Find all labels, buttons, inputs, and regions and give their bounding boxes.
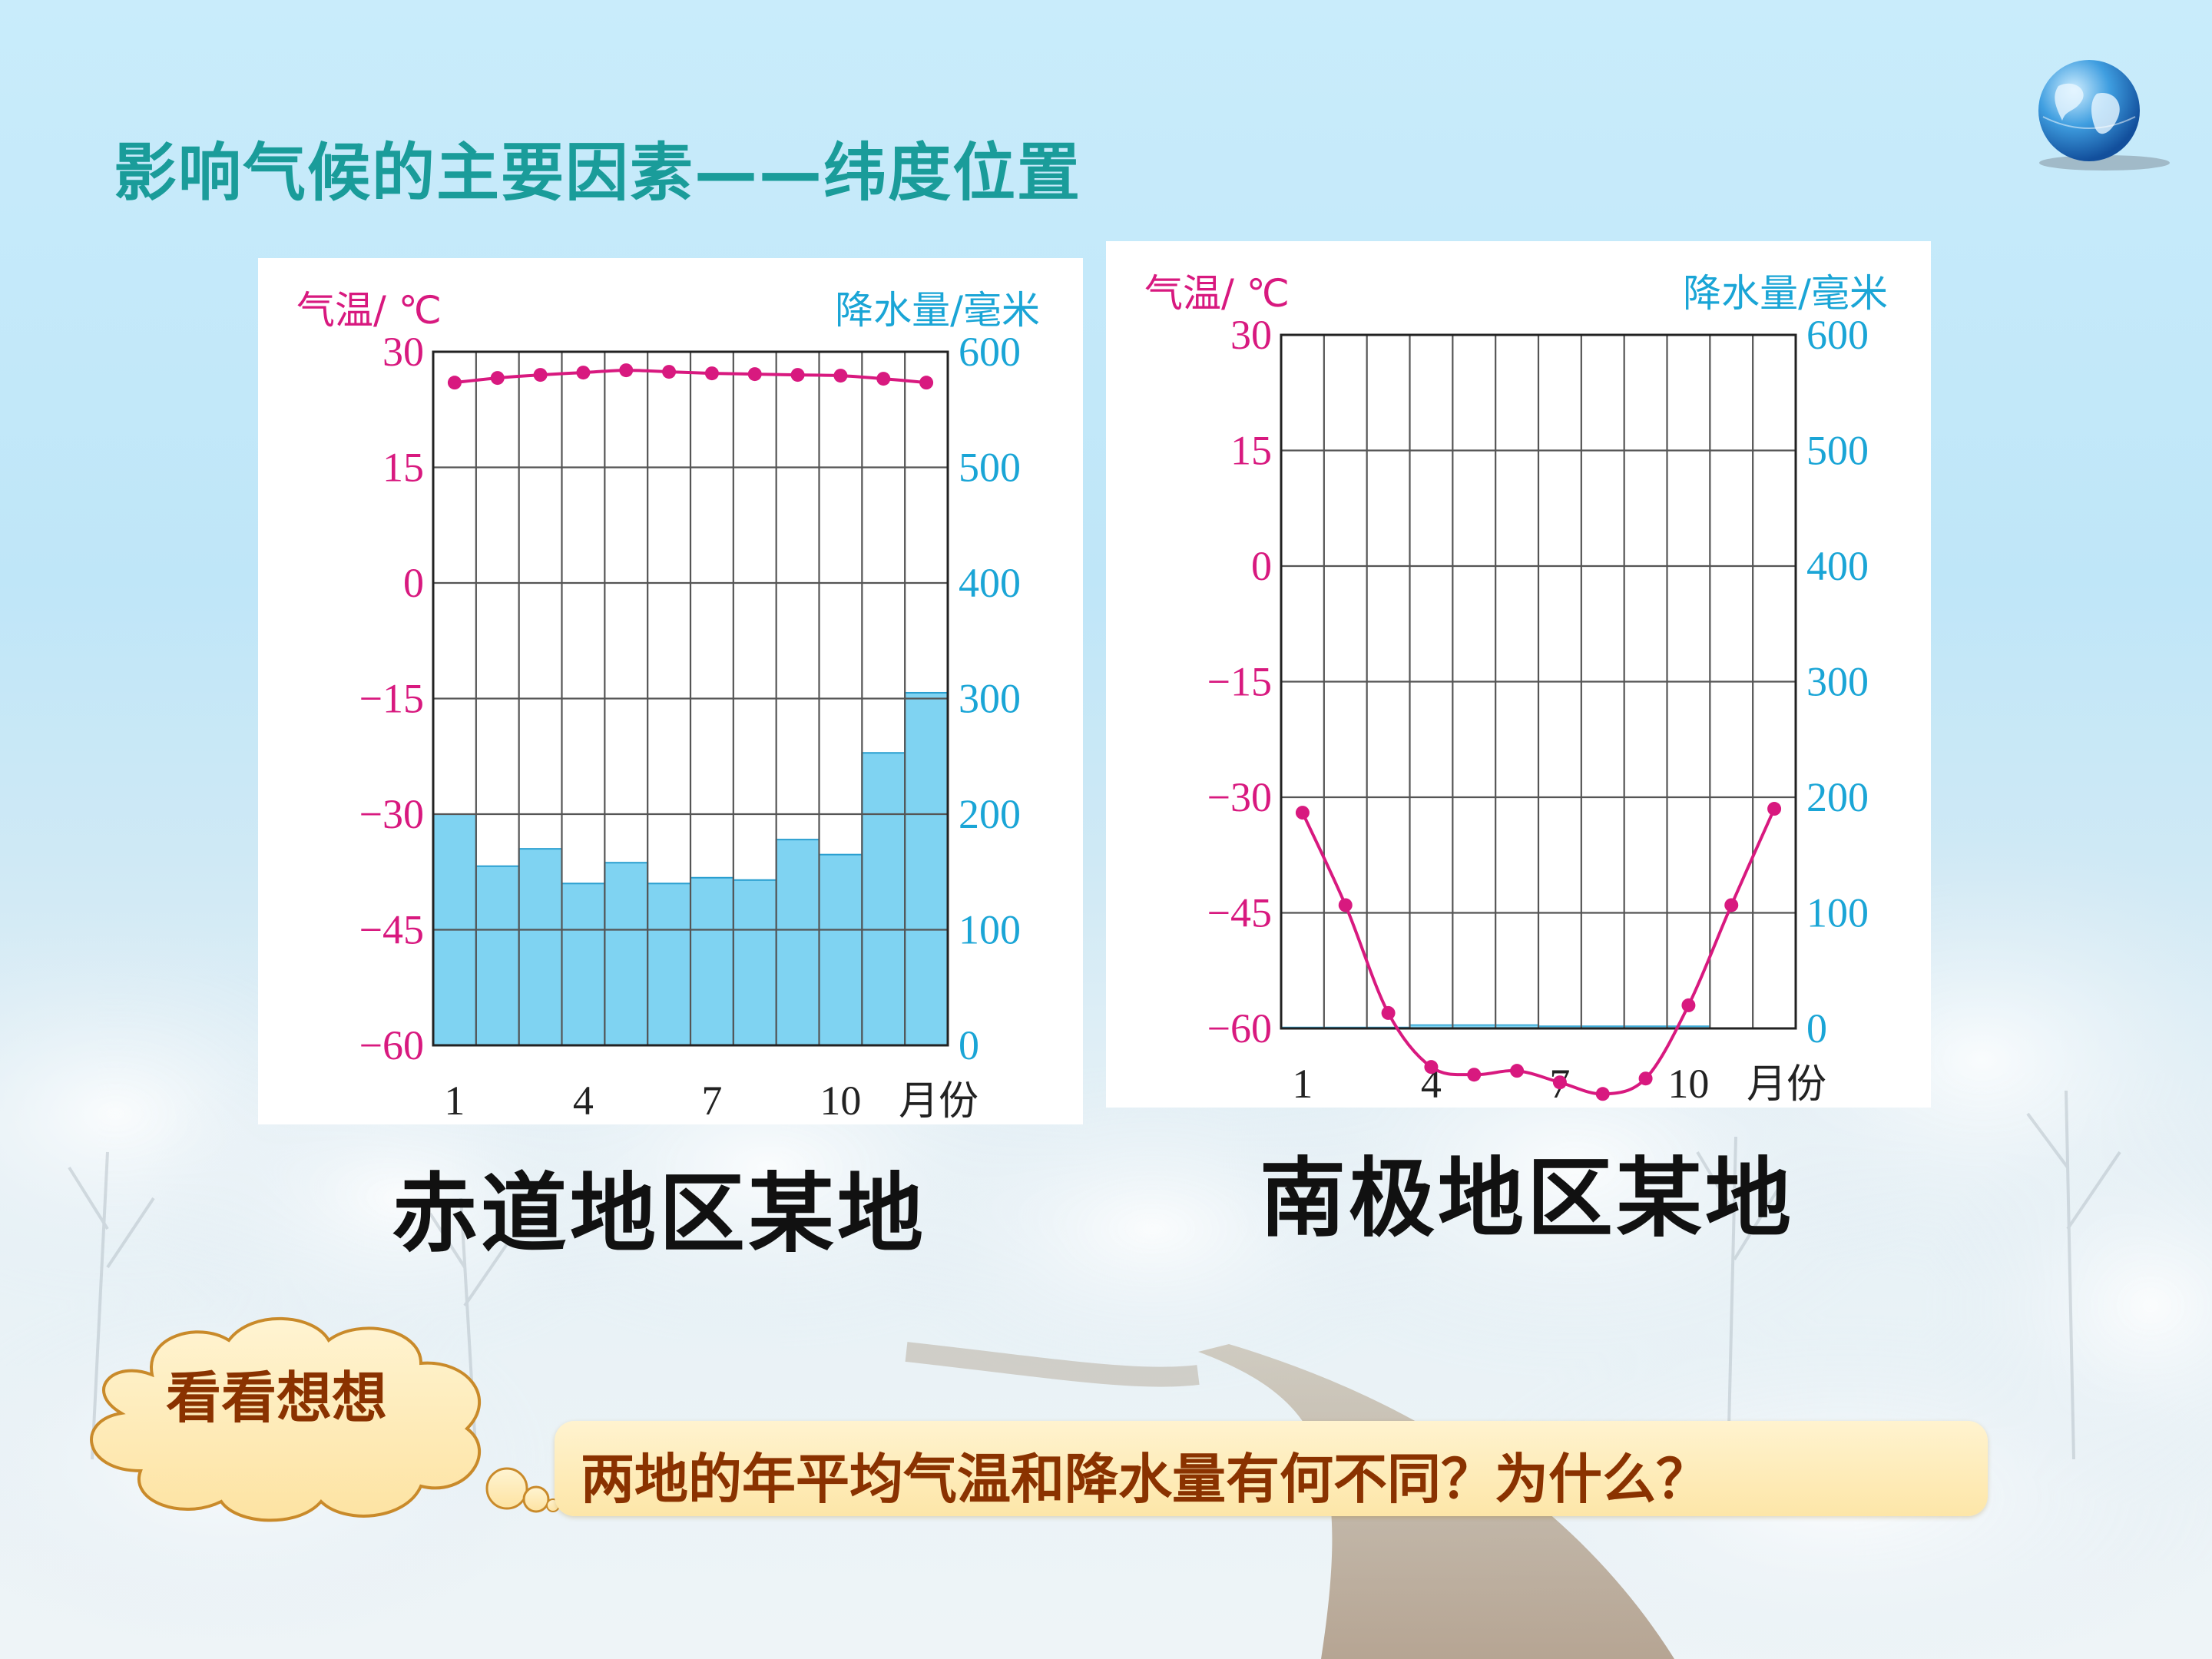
temperature-tick-label: −60 (1207, 1005, 1272, 1051)
temperature-tick-label: 0 (1251, 543, 1272, 589)
equator-caption: 赤道地区某地 (392, 1164, 926, 1264)
temperature-point (619, 363, 634, 378)
temperature-point (1510, 1064, 1525, 1078)
temperature-tick-label: −30 (1207, 774, 1272, 820)
temperature-tick-label: 15 (382, 445, 424, 491)
precip-bar (647, 882, 691, 1046)
month-tick-label: 7 (701, 1078, 722, 1124)
equator-climate-chart: 30 15 0 −15 −30 −45 −60 600 500 400 300 200 100 0 气温/ … (258, 258, 1083, 1124)
temperature-point (1638, 1071, 1653, 1086)
month-tick-label: 10 (820, 1078, 861, 1124)
temperature-tick-label: −45 (359, 907, 424, 953)
temperature-point (1681, 998, 1696, 1012)
plot-frame (432, 350, 949, 1047)
month-tick-label: 10 (1667, 1061, 1709, 1107)
temperature-tick-label: 15 (1230, 428, 1272, 474)
plot-frame (1280, 333, 1797, 1030)
month-axis-label: 月份 (899, 1078, 979, 1124)
temperature-line (1301, 808, 1776, 1096)
precipitation-tick-label: 300 (1806, 659, 1869, 705)
question-box: 两地的年平均气温和降水量有何不同？为什么？ (555, 1421, 1988, 1516)
precipitation-tick-label: 500 (959, 445, 1021, 491)
precip-bar (518, 848, 563, 1047)
temperature-tick-label: −30 (359, 791, 424, 837)
temperature-point (1295, 806, 1310, 820)
globe-icon (2038, 60, 2170, 171)
month-tick-label: 1 (1292, 1061, 1313, 1107)
question-text: 两地的年平均气温和降水量有何不同？为什么？ (581, 1448, 1710, 1511)
precipitation-tick-label: 100 (959, 907, 1021, 953)
precip-bar (732, 879, 777, 1046)
temperature-point (1552, 1075, 1567, 1090)
precipitation-tick-label: 500 (1806, 428, 1869, 474)
temperature-point (919, 376, 934, 390)
temperature-point (704, 366, 719, 381)
precipitation-tick-label: 0 (1806, 1005, 1827, 1051)
temperature-tick-label: 0 (403, 560, 424, 606)
temperature-point (447, 376, 462, 390)
temperature-point (1381, 1005, 1396, 1020)
month-axis-label: 月份 (1747, 1061, 1826, 1108)
temperature-point (1767, 802, 1782, 816)
temperature-tick-label: −45 (1207, 890, 1272, 936)
precip-bar (475, 865, 520, 1046)
month-tick-label: 4 (573, 1078, 594, 1124)
temperature-point (1338, 898, 1353, 912)
temperature-point (533, 368, 548, 382)
precipitation-tick-label: 300 (959, 676, 1021, 722)
temperature-point (747, 367, 762, 382)
temperature-point (1467, 1068, 1482, 1082)
precipitation-tick-label: 600 (1806, 312, 1869, 358)
precipitation-tick-label: 200 (1806, 774, 1869, 820)
antarctic-caption: 南极地区某地 (1260, 1149, 1794, 1249)
precipitation-tick-label: 600 (959, 329, 1021, 375)
temperature-axis-label: 气温/ ℃ (296, 288, 442, 333)
precip-bar (904, 691, 949, 1046)
temperature-tick-label: −60 (359, 1022, 424, 1068)
precip-bar (775, 839, 820, 1046)
temperature-point (576, 366, 591, 380)
temperature-tick-label: 30 (1230, 312, 1272, 358)
precipitation-tick-label: 200 (959, 791, 1021, 837)
temperature-point (876, 372, 891, 386)
month-tick-label: 1 (444, 1078, 465, 1124)
temperature-tick-label: 30 (382, 329, 424, 375)
temperature-point (1424, 1060, 1439, 1075)
antarctic-climate-chart: 30 15 0 −15 −30 −45 −60 600 500 400 300 200 100 0 气温/ … (1106, 241, 1931, 1108)
precipitation-tick-label: 100 (1806, 890, 1869, 936)
temperature-point (790, 368, 805, 382)
precipitation-tick-label: 400 (959, 560, 1021, 606)
temperature-point (1724, 898, 1739, 912)
temperature-tick-label: −15 (1207, 659, 1272, 705)
precip-bar (561, 882, 606, 1046)
temperature-tick-label: −15 (359, 676, 424, 722)
precip-bar (818, 853, 863, 1046)
slide-title: 影响气候的主要因素——纬度位置 (114, 137, 1082, 210)
precip-bar (690, 876, 734, 1047)
cloud-label: 看看想想 (165, 1366, 387, 1430)
precipitation-axis-label: 降水量/毫米 (835, 288, 1040, 333)
thought-cloud-icon (90, 1316, 559, 1522)
temperature-point (662, 365, 677, 379)
temperature-point (490, 371, 505, 386)
precipitation-tick-label: 0 (959, 1022, 979, 1068)
precip-bar (861, 752, 906, 1046)
precipitation-tick-label: 400 (1806, 543, 1869, 589)
temperature-point (1595, 1087, 1610, 1101)
precipitation-axis-label: 降水量/毫米 (1683, 271, 1888, 316)
temperature-point (833, 369, 848, 383)
precip-bar (604, 862, 649, 1047)
temperature-axis-label: 气温/ ℃ (1144, 271, 1290, 316)
